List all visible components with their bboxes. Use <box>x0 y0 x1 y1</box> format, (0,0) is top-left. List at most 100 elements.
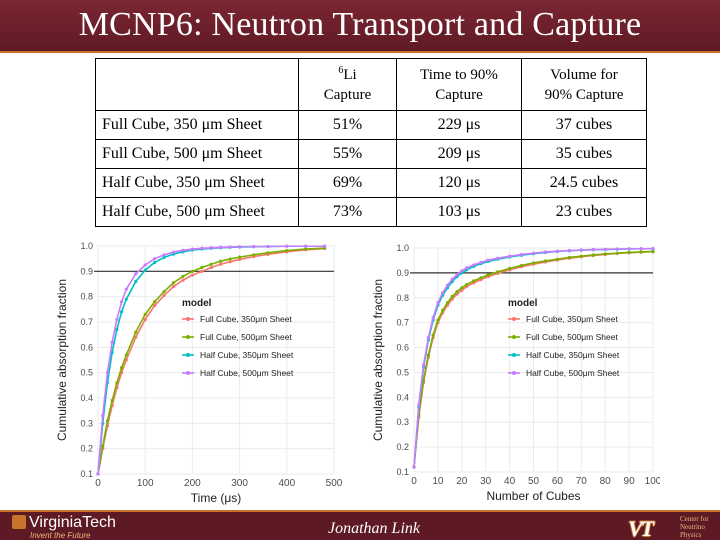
data-point <box>153 260 157 265</box>
data-point <box>445 283 450 287</box>
y-tick-label: 0.2 <box>80 444 93 454</box>
data-point <box>219 262 223 266</box>
vt-mark-logo: VT <box>628 516 654 540</box>
x-tick-label: 80 <box>600 476 612 487</box>
time-chart: 0.1 0.2 0.3 0.4 0.5 0.6 0.7 0.8 0.9 1.0 0 100 200 300… <box>55 241 342 505</box>
x-tick-label: 50 <box>528 476 540 487</box>
data-point <box>426 336 430 340</box>
header-time: Time to 90% Capture <box>396 58 522 111</box>
data-point <box>441 291 445 295</box>
data-point <box>479 260 483 265</box>
cell-time: 209 μs <box>396 139 522 169</box>
data-point <box>105 371 110 375</box>
data-point <box>460 286 464 290</box>
data-point <box>455 289 459 294</box>
y-tick-label: 1.0 <box>80 241 93 251</box>
data-point <box>591 247 595 252</box>
legend-key-point <box>186 353 190 357</box>
y-tick-label: 1.0 <box>396 243 409 253</box>
data-point <box>171 250 176 254</box>
data-point <box>252 253 256 257</box>
header-li-capture: 6Li Capture <box>298 58 397 111</box>
row-label: Half Cube, 350 μm Sheet <box>95 168 299 198</box>
title-bar: MCNP6: Neutron Transport and Capture <box>0 0 720 53</box>
data-point <box>171 281 176 285</box>
cell-li: 73% <box>298 197 397 227</box>
data-point <box>436 318 440 322</box>
data-point <box>181 248 185 252</box>
data-point <box>496 256 500 260</box>
data-point <box>153 300 157 304</box>
data-point <box>162 253 166 257</box>
data-point <box>627 247 631 251</box>
data-point <box>651 246 655 251</box>
data-point <box>162 290 166 294</box>
data-point <box>219 245 223 249</box>
x-axis-title: Time (μs) <box>191 491 241 505</box>
data-point <box>252 244 256 249</box>
data-point <box>579 248 583 252</box>
data-point <box>266 244 270 249</box>
data-point <box>421 363 426 367</box>
data-point <box>431 316 435 320</box>
data-point <box>101 414 105 418</box>
data-point <box>162 255 166 259</box>
y-axis-title: Cumulative absorption fraction <box>371 279 385 441</box>
data-point <box>124 353 128 357</box>
data-point <box>472 279 476 283</box>
legend-key-point <box>512 371 516 375</box>
row-label: Half Cube, 500 μm Sheet <box>95 197 299 227</box>
university-tagline: Invent the Future <box>30 531 91 540</box>
data-point <box>531 261 536 265</box>
footer: VirginiaTech Invent the Future Jonathan … <box>0 510 720 540</box>
x-tick-label: 0 <box>95 478 101 489</box>
data-point <box>219 259 223 263</box>
data-point <box>110 398 114 403</box>
x-tick-label: 20 <box>456 476 468 487</box>
university-logo: VirginiaTech Invent the Future <box>12 514 116 540</box>
data-point <box>455 273 459 277</box>
header-li-sup: 6 <box>338 64 344 76</box>
data-point <box>209 265 213 270</box>
data-point <box>115 381 119 385</box>
data-point <box>228 245 232 249</box>
data-point <box>543 250 548 254</box>
legend-label: Full Cube, 350μm Sheet <box>526 314 618 324</box>
data-point <box>519 263 524 268</box>
cell-time: 120 μs <box>396 168 522 198</box>
results-table: 6Li Capture Time to 90% Capture Volume f… <box>95 58 647 227</box>
x-tick-label: 40 <box>504 476 516 487</box>
data-point <box>464 266 469 270</box>
data-point <box>101 444 105 448</box>
data-point <box>615 251 619 255</box>
data-point <box>445 301 450 305</box>
data-point <box>110 340 114 344</box>
data-point <box>426 353 430 357</box>
data-point <box>120 300 124 304</box>
data-point <box>603 247 607 251</box>
data-point <box>464 282 469 287</box>
y-tick-label: 0.8 <box>80 292 93 302</box>
data-point <box>209 262 213 266</box>
y-tick-label: 0.4 <box>80 393 93 403</box>
center-name: Center for Neutrino Physics <box>680 515 709 539</box>
author-name: Jonathan Link <box>328 520 420 537</box>
y-tick-label: 0.5 <box>396 367 409 377</box>
data-point <box>508 254 512 258</box>
slide-title: MCNP6: Neutron Transport and Capture <box>78 6 642 43</box>
data-point <box>190 273 194 277</box>
data-point <box>238 245 242 249</box>
table-header-row: 6Li Capture Time to 90% Capture Volume f… <box>95 58 647 111</box>
row-label: Full Cube, 350 μm Sheet <box>95 110 299 140</box>
cell-volume: 35 cubes <box>521 139 647 169</box>
y-tick-label: 0.7 <box>396 318 409 328</box>
data-point <box>567 248 571 253</box>
data-point <box>190 247 194 251</box>
cell-time: 103 μs <box>396 197 522 227</box>
data-point <box>115 328 119 332</box>
legend-key-point <box>512 353 516 357</box>
data-point <box>322 244 327 248</box>
cell-time: 229 μs <box>396 110 522 140</box>
cell-li: 55% <box>298 139 397 169</box>
legend-title: model <box>182 298 212 309</box>
